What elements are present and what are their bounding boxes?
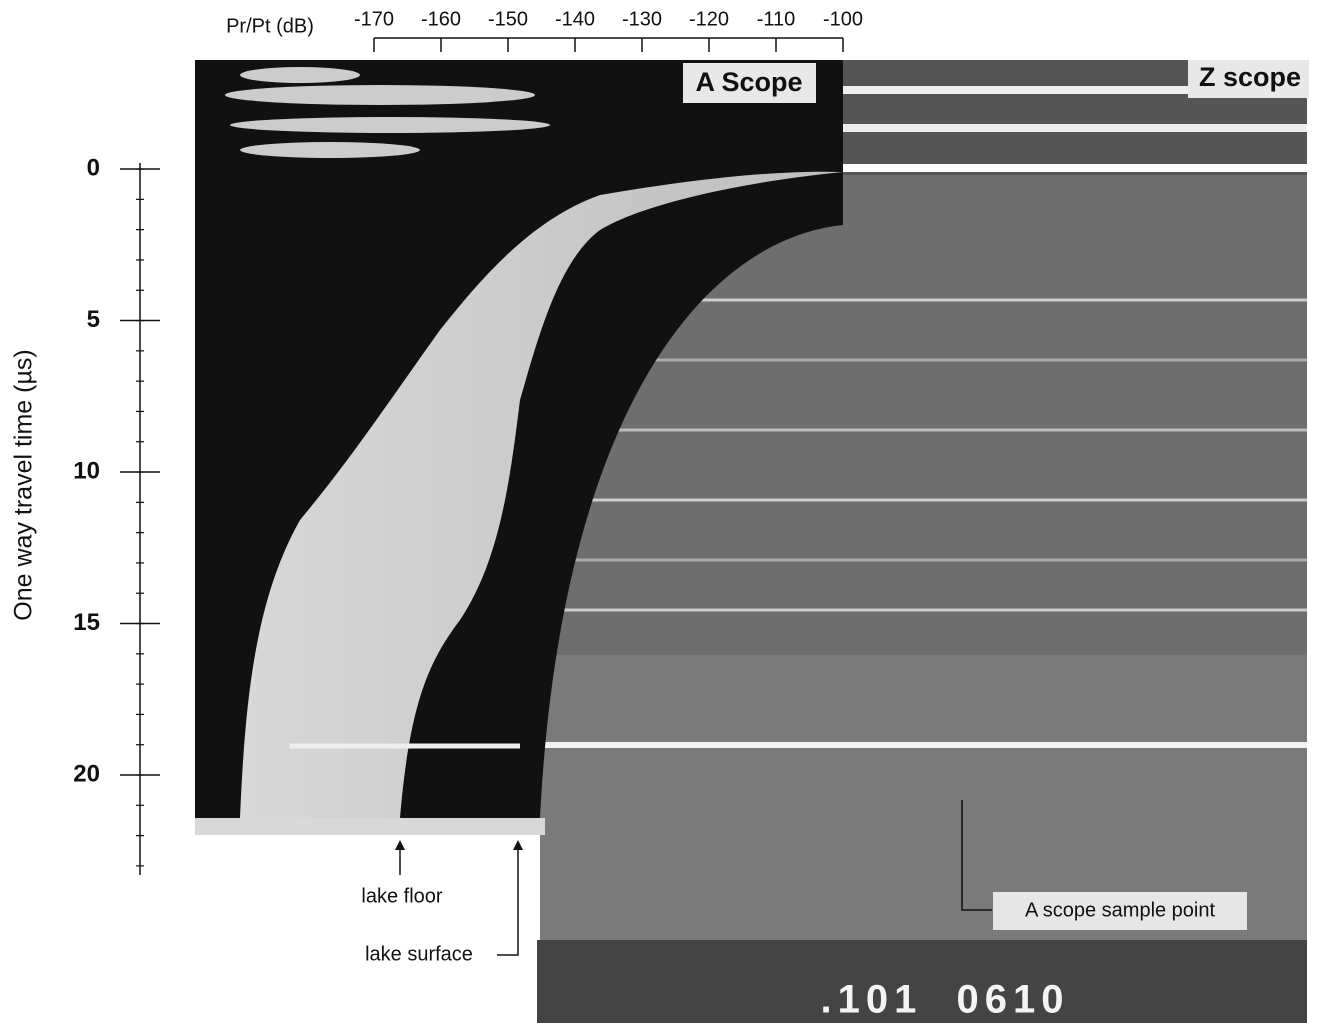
y-tick-label: 10 — [73, 457, 100, 484]
x-tick-label: -120 — [689, 8, 729, 30]
y-tick-label: 5 — [87, 306, 100, 333]
x-tick-label: -160 — [421, 8, 461, 30]
arrowhead — [513, 840, 523, 850]
panel-label: A Scope — [695, 67, 802, 97]
a-scope-trace — [240, 171, 843, 819]
x-tick-label: -100 — [823, 8, 863, 30]
y-tick-label: 0 — [87, 154, 100, 181]
a-scope-blobs — [225, 67, 550, 158]
annotation: lake floor — [361, 885, 442, 907]
counter-strip — [537, 940, 1307, 1023]
a-scope-label-box — [683, 63, 816, 103]
x-tick-label: -170 — [354, 8, 394, 30]
z-scope-label-box — [1188, 60, 1309, 98]
arrow — [497, 842, 519, 956]
y-tick-label: 15 — [73, 609, 100, 636]
x-tick-label: -110 — [757, 8, 796, 30]
z-scope-stripes — [540, 86, 1307, 748]
counter: .101 0610 — [820, 978, 1069, 1022]
arrowhead — [395, 840, 405, 850]
x-tick-label: -150 — [488, 8, 528, 30]
y-tick-label: 20 — [73, 760, 100, 787]
annotation: lake surface — [365, 943, 473, 965]
annotation-box — [993, 892, 1247, 930]
y-axis-label: One way travel time (µs) — [10, 349, 38, 620]
x-tick-label: -130 — [622, 8, 662, 30]
x-tick-label: -140 — [555, 8, 595, 30]
a-scope-strip — [195, 818, 545, 835]
annotation: A scope sample point — [1025, 899, 1216, 921]
leader-line — [961, 800, 992, 911]
panel-label: Z scope — [1199, 62, 1301, 92]
x-axis-label: Pr/Pt (dB) — [226, 15, 314, 37]
